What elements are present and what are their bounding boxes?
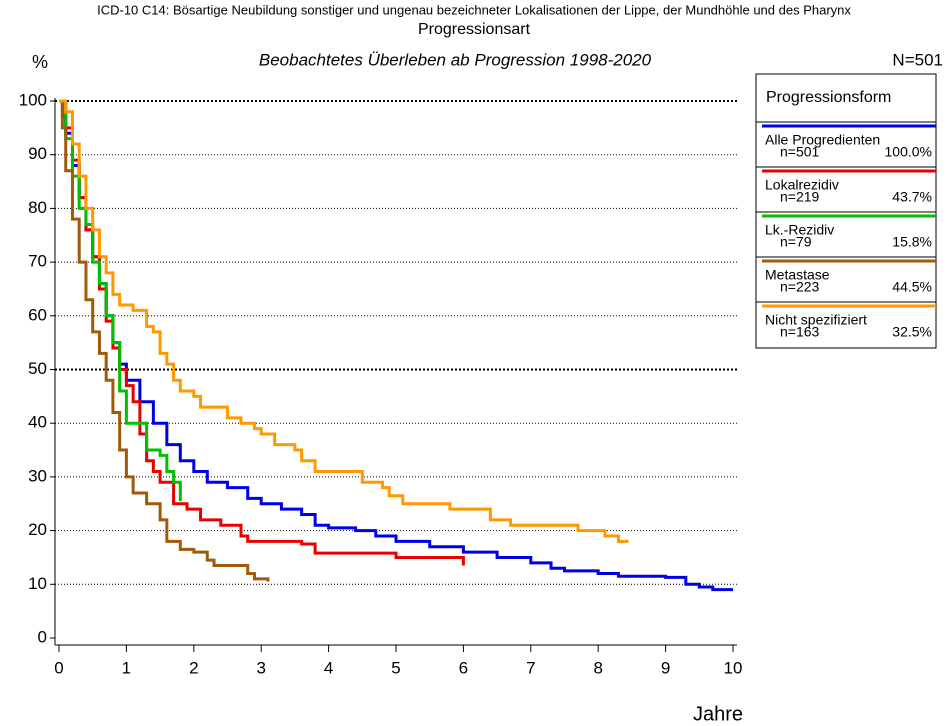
legend-n: n=163 xyxy=(780,324,820,340)
x-tick-label: 5 xyxy=(391,658,400,677)
y-tick-label: 80 xyxy=(28,198,47,217)
y-tick-label: 40 xyxy=(28,413,47,432)
x-tick-label: 0 xyxy=(54,658,63,677)
survival-curve xyxy=(59,99,629,543)
legend-percent: 100.0% xyxy=(885,144,932,160)
x-tick-label: 6 xyxy=(459,658,468,677)
y-tick-label: 50 xyxy=(28,359,47,378)
legend-n: n=223 xyxy=(780,279,820,295)
y-tick-label: 30 xyxy=(28,466,47,485)
subtitle: Beobachtetes Überleben ab Progression 19… xyxy=(259,50,652,69)
y-tick-label: 10 xyxy=(28,574,47,593)
legend-name: Nicht spezifiziert xyxy=(765,312,867,328)
n-total: N=501 xyxy=(892,50,943,69)
x-axis-label: Jahre xyxy=(693,703,743,725)
legend-box xyxy=(755,73,937,349)
x-tick-label: 10 xyxy=(724,658,743,677)
x-tick-label: 8 xyxy=(593,658,602,677)
x-tick-label: 2 xyxy=(189,658,198,677)
legend-percent: 43.7% xyxy=(892,189,932,205)
legend-name: Alle Progredienten xyxy=(765,132,880,148)
x-tick-label: 1 xyxy=(122,658,131,677)
title: Progressionsart xyxy=(418,21,531,38)
y-tick-label: 70 xyxy=(28,252,47,271)
suptitle: ICD-10 C14: Bösartige Neubildung sonstig… xyxy=(97,2,851,17)
legend-n: n=219 xyxy=(780,189,820,205)
legend-percent: 15.8% xyxy=(892,234,932,250)
x-tick-label: 4 xyxy=(324,658,333,677)
legend-n: n=79 xyxy=(780,234,812,250)
legend-name: Lokalrezidiv xyxy=(765,177,839,193)
y-axis-label: % xyxy=(32,52,48,72)
x-tick-label: 3 xyxy=(256,658,265,677)
x-tick-label: 7 xyxy=(526,658,535,677)
y-tick-label: 90 xyxy=(28,144,47,163)
y-tick-label: 20 xyxy=(28,520,47,539)
y-tick-label: 100 xyxy=(19,90,47,109)
legend-n: n=501 xyxy=(780,144,820,160)
survival-curve xyxy=(59,99,270,582)
legend-percent: 32.5% xyxy=(892,324,932,340)
x-tick-label: 9 xyxy=(661,658,670,677)
legend-title: Progressionsform xyxy=(766,89,891,106)
survival-curve xyxy=(59,99,182,502)
legend-name: Lk.-Rezidiv xyxy=(765,222,834,238)
y-tick-label: 60 xyxy=(28,305,47,324)
legend-name: Metastase xyxy=(765,267,830,283)
legend-percent: 44.5% xyxy=(892,279,932,295)
y-tick-label: 0 xyxy=(38,627,47,646)
